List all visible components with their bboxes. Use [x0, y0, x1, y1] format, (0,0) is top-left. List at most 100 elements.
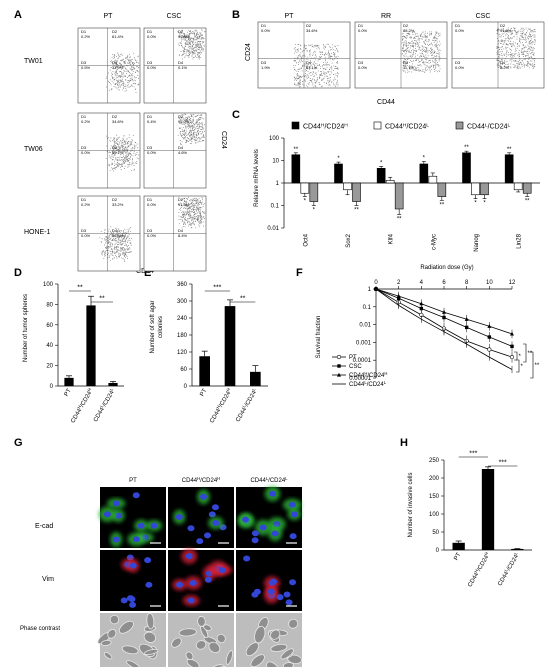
panel-a-dot [201, 38, 203, 40]
panel-a-dot [109, 169, 111, 171]
panel-b-dot [432, 52, 434, 54]
panel-b-dot [294, 47, 296, 49]
panel-a-dot [110, 243, 111, 245]
panel-a-dot [105, 77, 107, 79]
panel-a-dot [199, 32, 201, 34]
panel-a-dot [112, 154, 114, 156]
panel-a-dot [184, 138, 186, 140]
panel-a-dot [192, 204, 194, 205]
panel-a-dot [195, 50, 197, 52]
panel-a-dot [192, 135, 194, 137]
panel-b-dot [302, 83, 304, 85]
panel-g-cell [287, 654, 302, 665]
panel-a-dot [117, 228, 119, 230]
panel-a-dot [126, 159, 128, 161]
panel-b-dot [419, 35, 421, 37]
panel-a-dot [114, 141, 116, 143]
panel-a-dot [126, 255, 128, 257]
panel-a-dot [186, 48, 188, 50]
panel-a-dot [198, 122, 200, 124]
panel-b-dot [307, 59, 309, 61]
panel-a-dot [133, 151, 135, 152]
panel-a-dot [182, 116, 184, 118]
panel-b-dot [405, 59, 407, 61]
panel-a-dot [128, 86, 130, 88]
panel-g-nucleus [276, 594, 284, 601]
panel-b-dot [299, 76, 301, 78]
panel-h-ytick-label: 150 [429, 494, 440, 500]
panel-a-dot [190, 38, 191, 40]
panel-b-dot [439, 43, 441, 45]
panel-b-dot [326, 53, 327, 55]
panel-b-dot [531, 44, 533, 46]
panel-e-sig-label: ** [240, 296, 246, 303]
panel-b-dot [424, 71, 426, 73]
panel-a-quad-value: 65.1% [112, 150, 124, 155]
panel-a-dot [126, 242, 128, 243]
panel-a-dot [104, 254, 106, 256]
panel-a-dot [121, 147, 123, 149]
panel-a-dot [118, 229, 120, 231]
panel-b-dot [500, 39, 502, 41]
panel-b-dot [530, 45, 532, 47]
panel-a-dot [128, 145, 130, 147]
panel-b-dot [419, 49, 421, 51]
panel-a-dot [121, 65, 123, 67]
panel-a-dot [189, 211, 191, 213]
panel-b-dot [507, 30, 509, 32]
panel-a-dot [200, 41, 202, 42]
panel-a-dot [197, 121, 199, 123]
panel-a-dot [124, 235, 126, 237]
panel-b-dot [525, 58, 527, 60]
panel-f-legend-label-part0: PT [349, 355, 357, 361]
panel-b-dot [299, 59, 301, 61]
panel-b-dot [511, 59, 513, 61]
panel-b-dot [430, 62, 432, 63]
panel-b-dot [301, 70, 303, 72]
panel-b-dot [528, 56, 530, 58]
panel-a-dot [111, 154, 113, 156]
panel-g-tile-r1-c1 [168, 548, 234, 611]
panel-h-category-label-part0: CD44 [467, 571, 480, 588]
panel-d-ylabel: Number of tumor spheres [23, 294, 29, 362]
panel-a-dot [189, 213, 191, 215]
panel-a-dot [114, 55, 116, 57]
panel-a-dot [112, 243, 113, 245]
panel-a-dot [180, 144, 182, 146]
panel-a-dot [184, 33, 186, 35]
panel-b-dot [312, 54, 314, 56]
panel-a-dot [131, 63, 133, 65]
panel-b-dot [326, 82, 328, 84]
panel-b-dot [434, 44, 436, 46]
panel-c-legend-label: CD44L/CD24L [467, 122, 510, 131]
panel-a-dot [122, 81, 124, 83]
panel-b-dot [412, 60, 414, 62]
panel-a-dot [125, 249, 127, 251]
panel-a-dot [181, 55, 183, 57]
panel-a-dot [133, 62, 135, 64]
panel-a-dot [188, 133, 190, 135]
panel-b-dot [332, 58, 333, 60]
panel-a-dot [116, 87, 118, 89]
panel-a-dot [192, 41, 194, 43]
panel-b-dot [527, 61, 529, 63]
panel-a-dot [191, 121, 192, 123]
panel-a-dot [180, 30, 182, 32]
panel-a-dot [120, 60, 122, 62]
panel-b-dot [422, 51, 424, 53]
panel-a-dot [117, 251, 119, 253]
panel-a-dot [138, 158, 140, 160]
panel-b-dot [417, 35, 419, 37]
panel-b-dot [309, 45, 311, 47]
panel-b-dot [532, 42, 534, 44]
panel-a-dot [127, 54, 129, 56]
panel-b-dot [310, 53, 312, 55]
panel-b-dot [515, 62, 517, 64]
panel-b-dot [299, 56, 301, 58]
panel-a-dot [196, 208, 198, 210]
panel-b-dot [404, 50, 406, 51]
panel-a-dot [128, 82, 130, 84]
panel-a-dot [197, 40, 199, 42]
panel-g-nucleus [269, 490, 277, 497]
